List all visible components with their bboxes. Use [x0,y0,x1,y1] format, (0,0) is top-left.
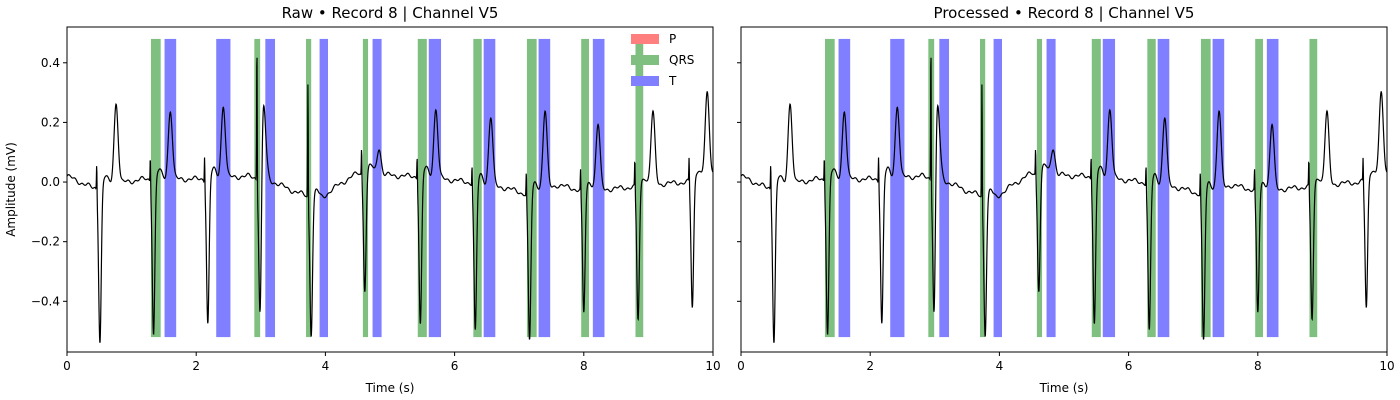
qrs-band-5 [473,38,482,338]
legend-swatch-p [631,34,659,44]
t-band-8 [592,38,605,338]
t-band-0 [838,38,851,338]
chart-title: Raw • Record 8 | Channel V5 [282,4,499,22]
x-tick-label: 8 [580,359,588,373]
y-tick-label: −0.2 [31,235,60,249]
t-band-1 [890,38,905,338]
chart-title: Processed • Record 8 | Channel V5 [934,4,1195,22]
plot-content [741,38,1387,343]
t-band-8 [1266,38,1279,338]
qrs-band-8 [1309,38,1318,338]
plot-area [67,27,713,352]
qrs-band-3 [1036,38,1043,338]
x-axis-label: Time (s) [365,381,415,395]
t-band-6 [483,38,496,338]
qrs-band-4 [417,38,427,338]
x-tick-label: 2 [866,359,874,373]
t-band-3 [993,38,1002,338]
x-axis-label: Time (s) [1039,381,1089,395]
qrs-band-6 [1200,38,1211,338]
y-axis-label: Amplitude (mV) [4,142,18,237]
legend-label-p: P [669,32,676,46]
legend-label-qrs: QRS [669,53,694,67]
x-tick-label: 2 [192,359,200,373]
t-band-4 [1046,38,1056,338]
x-tick-label: 0 [63,359,71,373]
ecg-trace [741,57,1387,343]
y-tick-label: −0.4 [31,294,60,308]
qrs-band-4 [1091,38,1101,338]
y-tick-label: 0.0 [41,175,60,189]
t-band-6 [1157,38,1170,338]
legend: P QRS T [631,32,694,88]
t-band-7 [538,38,551,338]
x-tick-label: 8 [1254,359,1262,373]
x-tick-label: 0 [737,359,745,373]
t-band-7 [1212,38,1225,338]
x-tick-label: 10 [1379,359,1394,373]
qrs-band-6 [526,38,537,338]
y-tick-label: 0.2 [41,115,60,129]
x-tick-label: 6 [451,359,459,373]
t-band-2 [265,38,276,338]
axes-frame [66,26,714,353]
t-band-4 [372,38,382,338]
plot-area [741,27,1387,352]
qrs-band-7 [1255,38,1263,338]
qrs-band-7 [581,38,589,338]
qrs-band-5 [1147,38,1156,338]
t-band-5 [1102,38,1116,338]
plot-content [67,38,713,343]
panel-raw: 0 2 4 6 8 10 −0.4 −0.2 0.0 0.2 0.4 Raw • Record 8 |… [4,4,721,395]
x-tick-label: 6 [1125,359,1133,373]
y-tick-label: 0.4 [41,56,60,70]
t-band-3 [319,38,328,338]
t-band-5 [428,38,442,338]
x-tick-label: 4 [322,359,330,373]
qrs-band-8 [635,38,644,338]
legend-swatch-t [631,76,659,86]
legend-label-t: T [668,74,677,88]
legend-swatch-qrs [631,55,659,65]
x-tick-label: 10 [705,359,720,373]
panel-processed: 0 2 4 6 8 10 Processed • Record 8 | Channel V5… [737,4,1395,395]
t-band-1 [216,38,231,338]
t-band-2 [939,38,950,338]
t-band-0 [164,38,177,338]
x-tick-label: 4 [996,359,1004,373]
axes-frame [740,26,1388,353]
qrs-band-3 [362,38,369,338]
ecg-trace [67,57,713,343]
